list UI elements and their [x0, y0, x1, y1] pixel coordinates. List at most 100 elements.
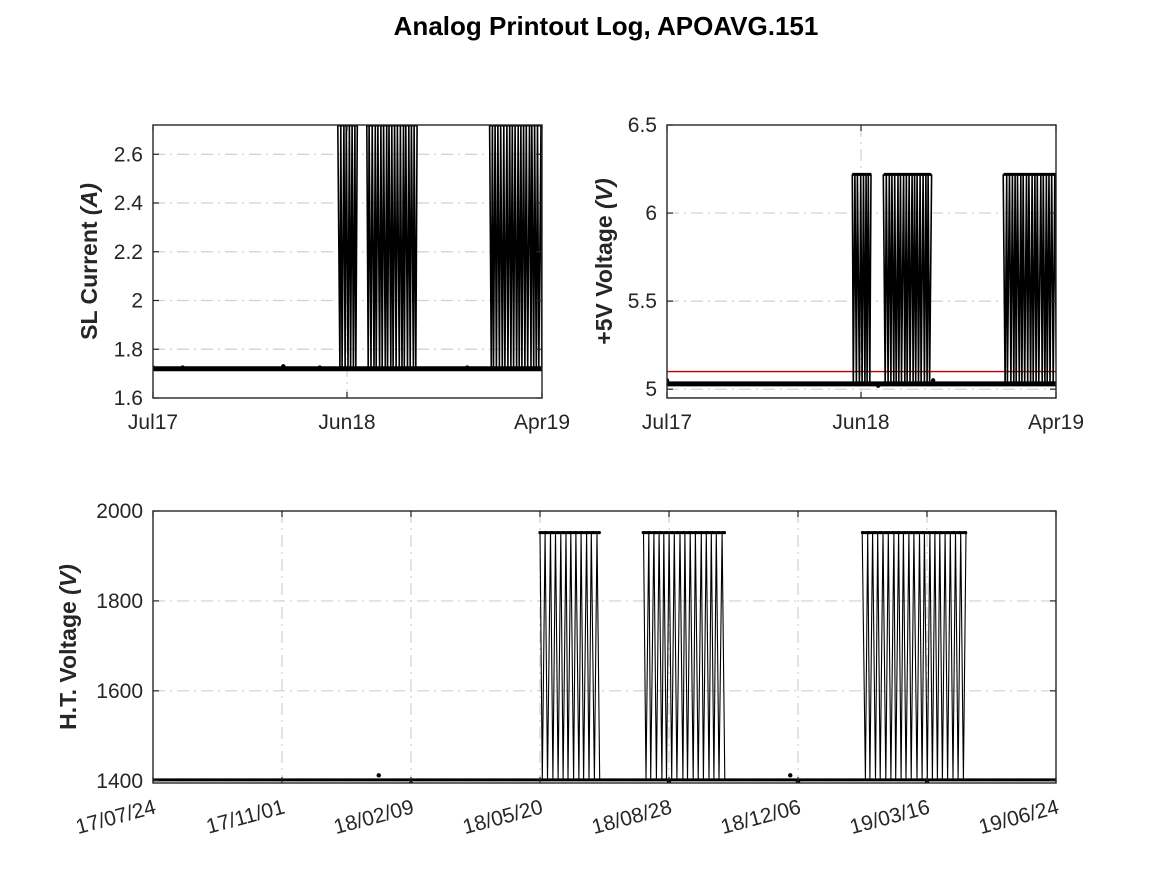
y-tick-label: 6.5 [628, 114, 657, 137]
series-oscillation [642, 532, 726, 780]
series-marker [641, 530, 645, 535]
y-tick-label: 1.6 [114, 387, 143, 410]
series-marker [591, 530, 596, 535]
figure-title: Analog Printout Log, APOAVG.151 [394, 11, 819, 41]
series-marker [597, 530, 601, 535]
series-marker [897, 530, 901, 535]
series-marker [903, 530, 907, 535]
x-tick-label: Jun18 [318, 411, 375, 434]
series-marker [653, 530, 657, 535]
series-oscillation [366, 125, 418, 369]
series-oscillation [851, 174, 872, 384]
series-oscillation [861, 532, 967, 780]
series-marker [964, 530, 968, 535]
y-axis-label: +5V Voltage (V) [591, 178, 617, 344]
y-tick-label: 1400 [96, 770, 143, 793]
series-marker [688, 530, 692, 535]
x-tick-label: Jun18 [832, 411, 889, 434]
series-marker [538, 530, 542, 535]
series-marker [556, 530, 560, 535]
y-tick-label: 1800 [96, 590, 143, 613]
x-tick-label: 17/07/24 [73, 796, 158, 839]
data-layer [667, 172, 1056, 398]
data-point [875, 383, 881, 388]
series-oscillation [539, 532, 601, 780]
y-axis-label-unit: (A) [76, 183, 102, 215]
series-marker [866, 530, 871, 535]
series-marker [579, 530, 584, 535]
series-marker [562, 530, 566, 535]
series-oscillation [488, 125, 542, 369]
x-tick-label: 18/08/28 [589, 796, 674, 839]
x-tick-label: Apr19 [1028, 411, 1084, 434]
series-marker [699, 530, 703, 535]
y-tick-label: 1.8 [114, 338, 143, 361]
series-marker [939, 530, 944, 535]
data-point [281, 364, 286, 369]
series-marker [958, 530, 962, 535]
y-tick-label: 2.2 [114, 241, 143, 264]
series-marker [927, 530, 931, 535]
y-tick-label: 2 [131, 290, 143, 313]
series-marker [921, 530, 925, 535]
x-tick-label: 18/12/06 [718, 796, 803, 839]
series-marker [676, 530, 680, 535]
series-oscillation [1002, 174, 1056, 384]
data-layer [153, 125, 542, 372]
series-marker [909, 530, 913, 535]
x-tick-label: 18/05/20 [460, 796, 545, 839]
x-tick-label: Apr19 [514, 411, 570, 434]
y-tick-label: 2.6 [114, 143, 143, 166]
data-point [180, 365, 185, 370]
y-axis-label: H.T. Voltage (V) [55, 564, 81, 730]
y-tick-label: 2.4 [114, 192, 144, 215]
series-marker [705, 530, 709, 535]
series-marker [885, 530, 889, 535]
x-tick-label: 19/06/24 [976, 796, 1061, 839]
y-tick-label: 2000 [96, 500, 143, 523]
x-tick-label: Jul17 [128, 411, 178, 434]
series-marker [693, 530, 698, 535]
data-point [465, 365, 470, 370]
series-marker [860, 530, 865, 535]
series-oscillation [337, 125, 359, 369]
x-tick-label: 17/11/01 [204, 796, 287, 839]
x-tick-label: 19/03/16 [847, 796, 932, 839]
axes-frame [152, 510, 1057, 784]
series-marker [544, 530, 548, 535]
series-marker [550, 530, 554, 535]
series-marker [951, 530, 956, 535]
y-axis-label: SL Current (A) [76, 183, 102, 340]
series-marker [585, 530, 590, 535]
y-tick-label: 6 [645, 202, 657, 225]
series-marker [574, 530, 578, 535]
series-marker [682, 530, 686, 535]
y-axis-label-text: SL Current [76, 215, 102, 340]
x-tick-label: 18/02/09 [331, 796, 416, 839]
x-tick-label: Jul17 [642, 411, 692, 434]
series-marker [891, 530, 895, 535]
sl-current-axes: 1.6 1.8 2 2.2 2.4 2.6 Jul17 Jun18 Apr19 SL Curren… [76, 124, 570, 434]
series-marker [647, 530, 651, 535]
y-axis-label-text: +5V Voltage [591, 209, 617, 345]
plus5v-voltage-axes: 5 5.5 6 6.5 Jul17 Jun18 Apr19 +5V Voltage (V) [591, 114, 1084, 434]
series-marker [568, 530, 572, 535]
series-marker [915, 530, 919, 535]
y-tick-label: 1600 [96, 680, 143, 703]
series-marker [670, 530, 674, 535]
series-marker [664, 530, 669, 535]
series-oscillation [882, 174, 933, 384]
data-point [930, 378, 936, 383]
y-axis-label-unit: (V) [591, 178, 617, 209]
series-marker [659, 530, 663, 535]
data-point [317, 365, 322, 370]
data-point [788, 773, 793, 778]
series-marker [879, 530, 883, 535]
data-layer [153, 530, 1056, 783]
y-tick-label: 5.5 [628, 290, 657, 313]
series-marker [945, 530, 950, 535]
series-marker [711, 530, 715, 535]
y-axis-label-unit: (V) [55, 564, 81, 595]
data-point [376, 773, 381, 778]
